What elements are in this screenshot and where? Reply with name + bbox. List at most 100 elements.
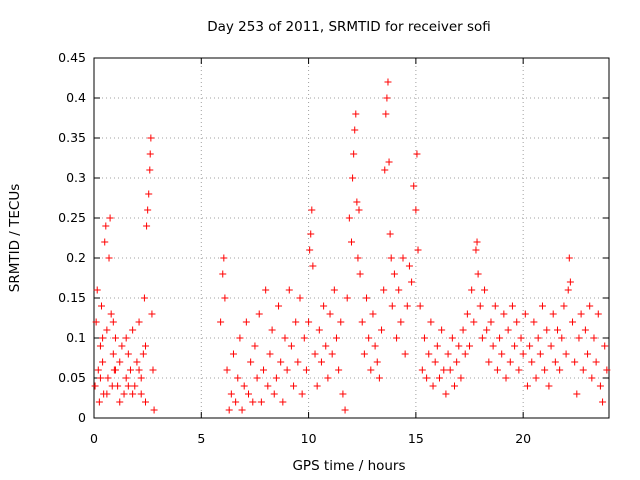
- data-point: [433, 342, 441, 350]
- data-point: [549, 310, 557, 318]
- data-point: [144, 206, 152, 214]
- data-point: [592, 358, 600, 366]
- axis-ticks: 0 5 10 15 20 0 0.05 0.1 0.15 0.2 0.25 0.3 0.35 0.4 0.4…: [58, 50, 609, 446]
- data-point: [105, 254, 113, 262]
- data-point: [448, 334, 456, 342]
- data-point: [277, 358, 285, 366]
- data-point: [438, 326, 446, 334]
- data-point: [356, 270, 364, 278]
- data-point: [528, 358, 536, 366]
- data-point: [279, 398, 287, 406]
- x-tick-label: 20: [515, 431, 531, 446]
- data-point: [308, 206, 316, 214]
- data-point: [296, 294, 304, 302]
- data-point: [330, 286, 338, 294]
- data-point: [142, 342, 149, 350]
- data-point: [352, 110, 360, 118]
- data-point: [118, 342, 126, 350]
- data-point: [442, 390, 450, 398]
- data-point: [350, 150, 358, 158]
- data-point: [99, 334, 107, 342]
- data-point: [116, 398, 124, 406]
- data-point: [223, 366, 231, 374]
- x-tick-label: 10: [301, 431, 317, 446]
- data-point: [385, 158, 393, 166]
- data-point: [240, 382, 248, 390]
- data-point: [102, 222, 110, 230]
- data-point: [431, 358, 439, 366]
- data-point: [124, 382, 132, 390]
- data-point: [530, 318, 538, 326]
- data-point: [603, 366, 611, 374]
- data-point: [440, 366, 448, 374]
- data-point: [565, 254, 573, 262]
- data-point: [124, 350, 132, 358]
- data-point: [150, 406, 158, 414]
- data-point: [579, 366, 587, 374]
- y-tick-label: 0.4: [66, 90, 86, 105]
- data-point: [444, 350, 452, 358]
- data-point: [363, 294, 371, 302]
- data-point: [358, 318, 366, 326]
- data-point: [227, 390, 235, 398]
- data-point: [101, 238, 109, 246]
- data-point: [339, 390, 347, 398]
- data-point: [120, 390, 128, 398]
- data-point: [133, 358, 141, 366]
- data-point: [217, 318, 225, 326]
- data-point: [354, 254, 362, 262]
- data-point: [523, 382, 531, 390]
- data-point: [459, 326, 467, 334]
- data-point: [463, 310, 471, 318]
- data-point: [257, 398, 265, 406]
- data-point: [478, 334, 486, 342]
- data-point: [137, 374, 145, 382]
- data-point: [140, 294, 148, 302]
- data-point: [251, 342, 259, 350]
- data-point: [242, 318, 250, 326]
- data-point: [306, 246, 314, 254]
- data-point: [103, 326, 111, 334]
- data-point: [413, 150, 421, 158]
- data-point: [429, 382, 437, 390]
- data-point: [410, 182, 418, 190]
- data-point: [418, 366, 426, 374]
- data-point: [378, 326, 386, 334]
- data-point: [142, 398, 149, 406]
- data-point: [111, 366, 119, 374]
- data-point: [513, 318, 521, 326]
- data-point: [96, 374, 104, 382]
- data-point: [126, 366, 134, 374]
- data-point: [395, 286, 403, 294]
- data-point: [305, 318, 313, 326]
- data-point: [238, 406, 246, 414]
- data-point: [249, 398, 257, 406]
- data-point: [564, 286, 572, 294]
- data-point: [266, 350, 274, 358]
- data-point: [551, 358, 559, 366]
- data-point: [521, 310, 529, 318]
- x-axis-label: GPS time / hours: [292, 458, 405, 474]
- data-point: [485, 358, 493, 366]
- data-point: [332, 334, 340, 342]
- data-point: [511, 342, 519, 350]
- data-point: [532, 374, 540, 382]
- data-point: [320, 302, 328, 310]
- data-point: [541, 366, 549, 374]
- data-point: [412, 206, 420, 214]
- data-point: [386, 230, 394, 238]
- data-point: [534, 334, 542, 342]
- data-point: [225, 406, 233, 414]
- y-tick-label: 0.15: [58, 290, 86, 305]
- data-point: [481, 286, 489, 294]
- data-point: [313, 382, 321, 390]
- data-point: [234, 374, 242, 382]
- data-point: [397, 318, 405, 326]
- data-point: [116, 358, 124, 366]
- data-point: [355, 206, 363, 214]
- data-point: [292, 318, 300, 326]
- data-point: [504, 326, 512, 334]
- data-point: [98, 302, 106, 310]
- data-point: [455, 342, 463, 350]
- data-point: [577, 310, 585, 318]
